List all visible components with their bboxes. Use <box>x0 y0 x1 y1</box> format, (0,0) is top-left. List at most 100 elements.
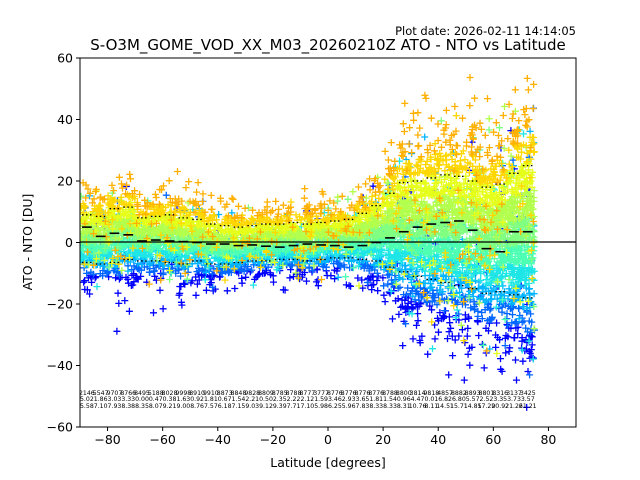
bin-mean-label-21: 1.81 <box>369 396 383 403</box>
bin-std-label-1: 7.10 <box>94 403 108 410</box>
bin-std-label-17: 5.98 <box>314 403 328 410</box>
bin-mean-label-2: 3.03 <box>108 396 122 403</box>
bin-n-label-6: 8028 <box>162 390 178 397</box>
bin-mean-label-26: 6.82 <box>438 396 452 403</box>
bin-mean-label-18: 3.46 <box>328 396 342 403</box>
bin-n-label-20: 8776 <box>355 390 371 397</box>
bin-n-label-8: 8910 <box>189 390 205 397</box>
y-tick-label-4: 20 <box>57 174 73 189</box>
bin-stat-labels: 21465.025.5855471.867.1097073.037.938766… <box>79 390 537 410</box>
bin-std-label-26: 14.51 <box>436 403 454 410</box>
bin-n-label-1: 5547 <box>93 390 109 397</box>
bin-mean-label-0: 5.02 <box>80 396 94 403</box>
x-tick-label-8: 80 <box>540 432 556 447</box>
bin-n-label-32: 3425 <box>520 390 536 397</box>
bin-std-label-30: 20.92 <box>491 403 509 410</box>
bin-std-label-15: 7.71 <box>287 403 301 410</box>
x-tick-label-6: 40 <box>430 432 446 447</box>
bin-std-label-14: 9.39 <box>273 403 287 410</box>
bin-n-label-27: 8882 <box>451 390 467 397</box>
bin-std-label-29: 17.29 <box>478 403 496 410</box>
x-tick-label-5: 20 <box>375 432 391 447</box>
bin-n-label-11: 8848 <box>231 390 247 397</box>
bin-mean-label-3: 3.33 <box>121 396 135 403</box>
bin-n-label-24: 3814 <box>410 390 426 397</box>
bin-mean-label-4: 0.00 <box>135 396 149 403</box>
bin-n-label-16: 8777 <box>299 390 315 397</box>
bin-std-label-18: 6.25 <box>328 403 342 410</box>
bin-std-label-11: 7.15 <box>232 403 246 410</box>
bin-n-label-15: 8788 <box>286 390 302 397</box>
bin-std-label-6: 9.21 <box>163 403 177 410</box>
y-tick-label-6: 60 <box>57 51 73 66</box>
y-tick-label-2: −20 <box>47 297 73 312</box>
bin-n-label-22: 8788 <box>382 390 398 397</box>
x-tick-label-4: 0 <box>324 432 332 447</box>
bin-n-label-12: 9828 <box>244 390 260 397</box>
x-tick-label-2: −40 <box>205 432 231 447</box>
bin-n-label-23: 8800 <box>396 390 412 397</box>
bin-n-label-29: 8801 <box>479 390 495 397</box>
bin-mean-label-30: 3.35 <box>493 396 507 403</box>
bin-n-label-2: 9707 <box>107 390 123 397</box>
bin-mean-label-24: 4.47 <box>411 396 425 403</box>
bin-std-label-2: 7.93 <box>108 403 122 410</box>
x-axis: −80 −60 −40 −20 0 20 40 60 80 <box>94 427 556 447</box>
bin-mean-label-27: 6.80 <box>452 396 466 403</box>
y-tick-label-1: −40 <box>47 358 73 373</box>
bin-n-label-17: 3777 <box>313 390 329 397</box>
bin-std-label-7: 9.00 <box>176 403 190 410</box>
bin-mean-label-16: 2.12 <box>300 396 314 403</box>
y-axis: −60 −40 −20 0 20 40 60 <box>47 51 80 435</box>
bin-std-label-27: 15.71 <box>450 403 468 410</box>
bin-std-label-0: 5.58 <box>80 403 94 410</box>
bin-std-label-32: 21.21 <box>519 403 537 410</box>
bin-std-label-31: 21.26 <box>505 403 523 410</box>
bin-n-label-3: 8766 <box>120 390 136 397</box>
x-tick-label-3: −20 <box>260 432 286 447</box>
bin-std-label-28: 14.85 <box>464 403 482 410</box>
bin-mean-label-17: 1.59 <box>314 396 328 403</box>
bin-std-label-25: 8.11 <box>424 403 438 410</box>
bin-std-label-12: 9.03 <box>245 403 259 410</box>
bin-mean-label-23: 0.96 <box>397 396 411 403</box>
bin-mean-label-20: 3.65 <box>356 396 370 403</box>
bin-mean-label-31: 3.73 <box>507 396 521 403</box>
y-tick-label-0: −60 <box>47 420 73 435</box>
bin-mean-label-29: 2.52 <box>480 396 494 403</box>
bin-n-label-25: 9818 <box>423 390 439 397</box>
bin-mean-label-25: 0.01 <box>424 396 438 403</box>
bin-mean-label-6: 0.38 <box>163 396 177 403</box>
bin-n-label-4: 8495 <box>134 390 150 397</box>
bin-n-label-19: 8776 <box>341 390 357 397</box>
bin-mean-label-7: 1.63 <box>176 396 190 403</box>
bin-std-label-19: 5.96 <box>342 403 356 410</box>
bin-mean-label-28: 5.57 <box>466 396 480 403</box>
bin-std-label-9: 7.57 <box>204 403 218 410</box>
bin-mean-label-22: 1.54 <box>383 396 397 403</box>
bin-n-label-5: 5188 <box>148 390 164 397</box>
bin-std-label-8: 8.76 <box>190 403 204 410</box>
y-tick-label-3: 0 <box>65 235 73 250</box>
bin-n-label-28: 8893 <box>465 390 481 397</box>
bin-mean-label-10: 0.67 <box>218 396 232 403</box>
bin-std-label-3: 8.38 <box>121 403 135 410</box>
bin-mean-label-13: 0.50 <box>259 396 273 403</box>
bin-mean-label-9: 1.81 <box>204 396 218 403</box>
bin-mean-label-1: 1.86 <box>94 396 108 403</box>
bin-mean-label-12: 2.21 <box>245 396 259 403</box>
bin-n-label-21: 8776 <box>368 390 384 397</box>
x-tick-label-7: 60 <box>485 432 501 447</box>
chart-title: S-O3M_GOME_VOD_XX_M03_20260210Z ATO - NT… <box>90 36 566 55</box>
bin-std-label-23: 8.31 <box>397 403 411 410</box>
scatter-points <box>80 74 538 411</box>
bin-n-label-9: 9910 <box>203 390 219 397</box>
x-axis-label: Latitude [degrees] <box>270 455 386 470</box>
bin-mean-label-11: 1.54 <box>232 396 246 403</box>
bin-n-label-31: 3137 <box>506 390 522 397</box>
bin-std-label-4: 8.35 <box>135 403 149 410</box>
bin-mean-label-15: 2.22 <box>287 396 301 403</box>
bin-mean-label-8: 0.92 <box>190 396 204 403</box>
bin-std-label-10: 6.18 <box>218 403 232 410</box>
bin-n-label-26: 4857 <box>437 390 453 397</box>
